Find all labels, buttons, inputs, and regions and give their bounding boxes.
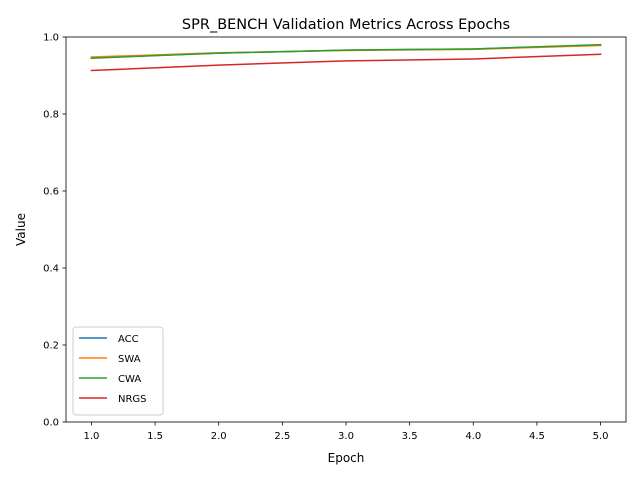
series-line-cwa <box>90 43 602 59</box>
legend-label-swa: SWA <box>118 354 141 365</box>
y-tick-label: 1.0 <box>43 33 59 44</box>
y-tick-label: 0.4 <box>43 264 59 275</box>
x-tick-label: 2.5 <box>274 431 290 442</box>
x-tick-label: 4.0 <box>465 431 481 442</box>
x-tick-label: 1.5 <box>147 431 163 442</box>
x-tick-label: 3.0 <box>338 431 354 442</box>
x-tick-label: 1.0 <box>84 431 100 442</box>
y-tick-label: 0.6 <box>43 187 59 198</box>
y-tick-label: 0.0 <box>43 418 59 429</box>
chart-title: SPR_BENCH Validation Metrics Across Epoc… <box>182 17 510 33</box>
series-layer <box>90 43 602 72</box>
x-tick-label: 3.5 <box>402 431 418 442</box>
legend-label-cwa: CWA <box>118 374 141 385</box>
x-axis-label: Epoch <box>328 451 365 465</box>
y-axis-label: Value <box>14 213 28 246</box>
legend: ACC SWA CWA NRGS <box>72 326 164 416</box>
x-tick-label: 2.0 <box>211 431 227 442</box>
x-tick-label: 4.5 <box>529 431 545 442</box>
x-tick-label: 5.0 <box>593 431 609 442</box>
y-axis-ticks: 0.0 0.2 0.4 0.6 0.8 1.0 <box>43 33 66 429</box>
y-tick-label: 0.2 <box>43 341 59 352</box>
series-line-nrgs <box>90 53 602 72</box>
y-tick-label: 0.8 <box>43 110 59 121</box>
legend-label-nrgs: NRGS <box>118 394 147 405</box>
legend-label-acc: ACC <box>118 334 139 345</box>
legend-box <box>72 326 164 416</box>
x-axis-ticks: 1.0 1.5 2.0 2.5 3.0 3.5 4.0 4.5 5.0 <box>84 422 609 442</box>
